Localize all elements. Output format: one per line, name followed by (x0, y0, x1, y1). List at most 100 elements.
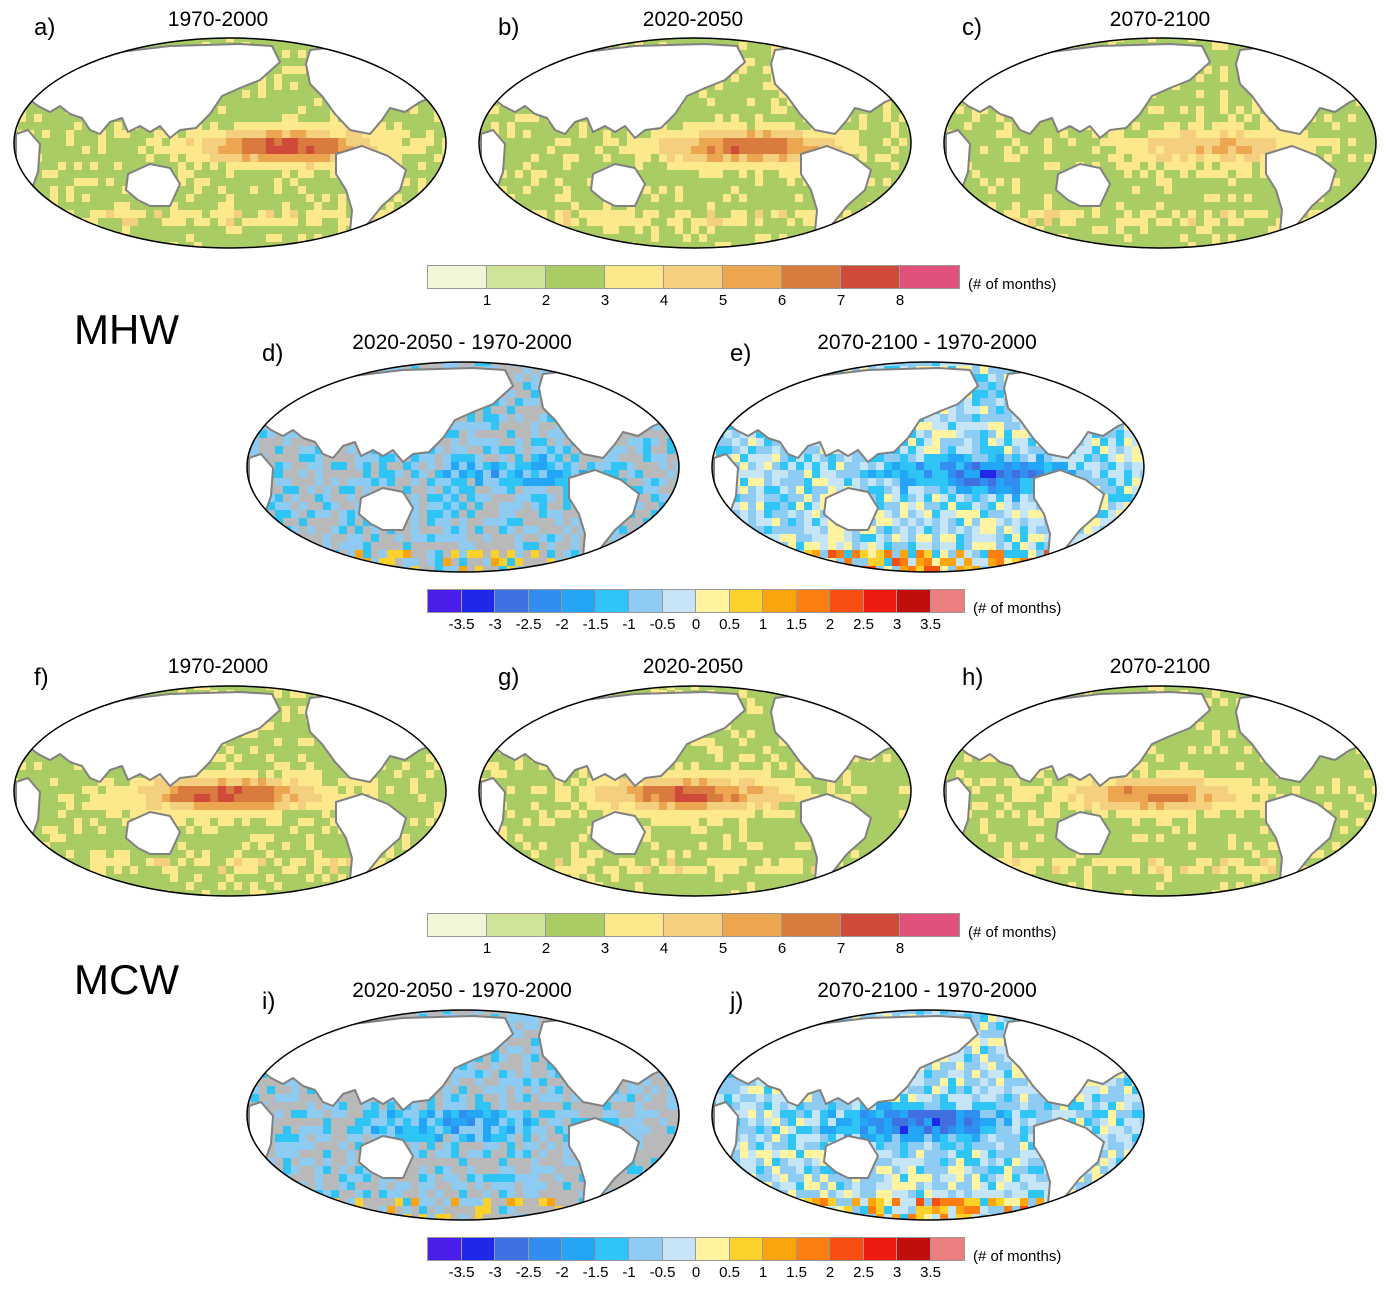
grid-cell (859, 250, 868, 252)
grid-cell (362, 42, 371, 51)
grid-cell (699, 170, 708, 179)
grid-cell (571, 38, 580, 43)
grid-cell (483, 210, 492, 219)
grid-cell (907, 170, 911, 179)
grid-cell (226, 114, 235, 123)
grid-cell (883, 130, 892, 139)
grid-cell (1356, 186, 1365, 195)
grid-cell (1148, 218, 1157, 227)
grid-cell (1204, 74, 1213, 83)
grid-cell (218, 122, 227, 131)
grid-cell (442, 194, 446, 203)
grid-cell (996, 58, 1005, 67)
grid-cell (426, 106, 435, 115)
grid-cell (106, 202, 115, 211)
grid-cell (291, 390, 300, 399)
grid-cell (499, 66, 508, 75)
grid-cell (483, 66, 492, 75)
grid-cell (18, 58, 27, 67)
grid-cell (675, 38, 684, 43)
grid-cell (883, 226, 892, 235)
grid-cell (58, 242, 67, 248)
grid-cell (410, 218, 419, 227)
grid-cell (948, 122, 957, 131)
grid-cell (579, 194, 588, 203)
grid-cell (571, 362, 580, 367)
grid-cell (1172, 186, 1181, 195)
grid-cell (90, 202, 99, 211)
grid-cell (739, 170, 748, 179)
grid-cell (483, 186, 492, 195)
grid-cell (859, 38, 868, 43)
grid-cell (491, 42, 500, 51)
grid-cell (322, 154, 331, 163)
grid-cell (944, 218, 949, 227)
grid-cell (835, 226, 844, 235)
grid-cell (10, 250, 19, 252)
grid-cell (1204, 90, 1213, 99)
grid-cell (1180, 170, 1189, 179)
grid-cell (226, 138, 235, 147)
grid-cell (611, 234, 620, 243)
grid-cell (883, 122, 892, 131)
grid-cell (394, 218, 403, 227)
grid-cell (322, 170, 331, 179)
grid-cell (972, 58, 981, 67)
grid-cell (1180, 154, 1189, 163)
grid-cell (202, 178, 211, 187)
grid-cell (1124, 130, 1133, 139)
grid-cell (1028, 138, 1037, 147)
grid-cell (1012, 42, 1021, 51)
grid-cell (731, 202, 740, 211)
grid-cell (1212, 194, 1221, 203)
grid-cell (154, 138, 163, 147)
grid-cell (1332, 210, 1341, 219)
grid-cell (587, 146, 596, 155)
grid-cell (1180, 234, 1189, 243)
grid-cell (1236, 98, 1245, 107)
grid-cell (1276, 210, 1285, 219)
grid-cell (1172, 114, 1181, 123)
grid-cell (162, 138, 171, 147)
grid-cell (386, 226, 395, 235)
grid-cell (274, 162, 283, 171)
grid-cell (587, 130, 596, 139)
grid-cell (1012, 242, 1021, 248)
grid-cell (651, 146, 660, 155)
grid-cell (835, 38, 844, 43)
grid-cell (90, 186, 99, 195)
grid-cell (479, 106, 484, 115)
grid-cell (948, 234, 957, 243)
grid-cell (988, 202, 997, 211)
grid-cell (1324, 146, 1333, 155)
grid-cell (707, 194, 716, 203)
grid-cell (106, 186, 115, 195)
grid-cell (1372, 202, 1376, 211)
grid-cell (627, 234, 636, 243)
grid-cell (683, 98, 692, 107)
grid-cell (1132, 162, 1141, 171)
grid-cell (1212, 58, 1221, 67)
grid-cell (330, 178, 339, 187)
grid-cell (1180, 38, 1189, 43)
grid-cell (1180, 162, 1189, 171)
grid-cell (442, 130, 446, 139)
grid-cell (1372, 50, 1376, 59)
grid-cell (1204, 42, 1213, 51)
grid-cell (394, 138, 403, 147)
grid-cell (867, 186, 876, 195)
grid-cell (539, 250, 548, 252)
grid-cell (178, 210, 187, 219)
grid-cell (106, 130, 115, 139)
grid-cell (739, 138, 748, 147)
grid-cell (1044, 202, 1053, 211)
grid-cell (755, 98, 764, 107)
grid-cell (827, 38, 836, 43)
grid-cell (483, 58, 492, 67)
grid-cell (523, 362, 532, 367)
grid-cell (944, 186, 949, 195)
grid-cell (1212, 42, 1221, 51)
grid-cell (1284, 38, 1293, 43)
grid-cell (410, 130, 419, 139)
grid-cell (42, 210, 51, 219)
